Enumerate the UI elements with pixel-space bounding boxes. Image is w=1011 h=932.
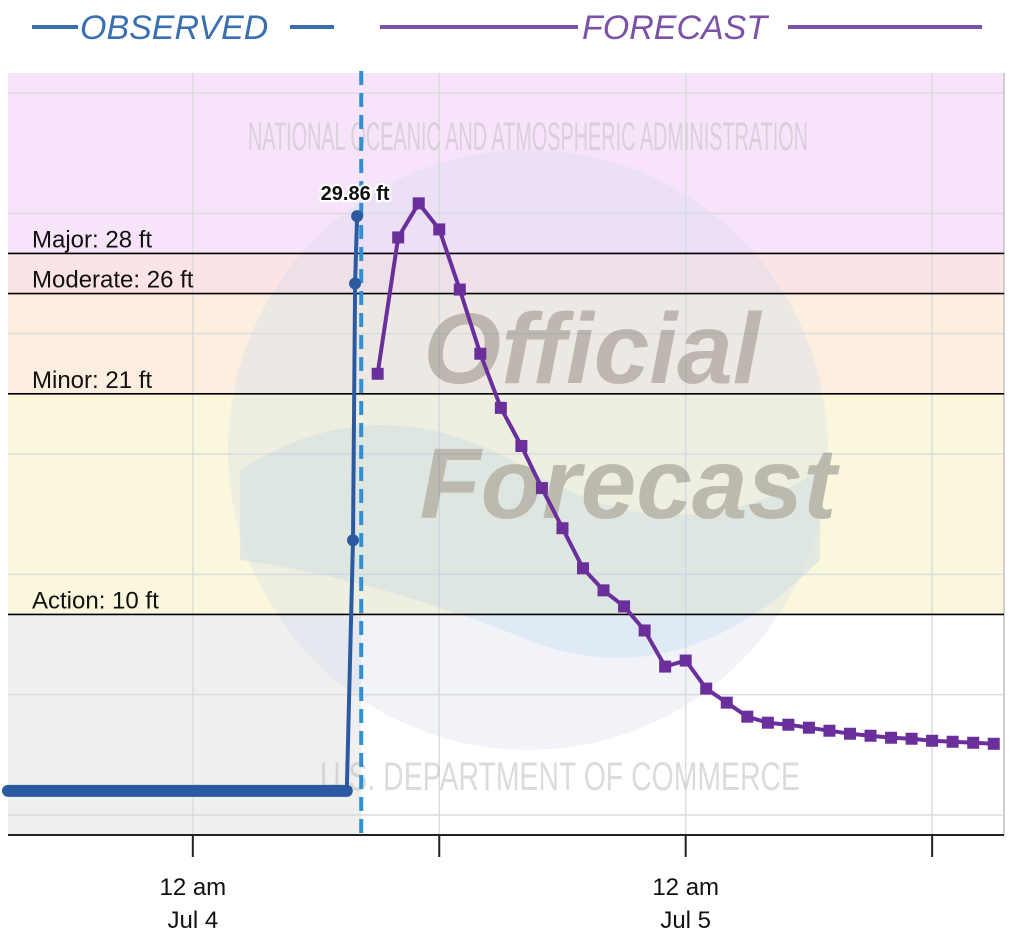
band-minor	[8, 293, 1004, 394]
observed-point	[347, 534, 360, 547]
forecast-point	[453, 283, 466, 296]
forecast-point	[577, 562, 590, 575]
watermark-logo-circle	[228, 150, 828, 750]
observed-point	[349, 277, 362, 290]
x-tick-label-time: 12 am	[652, 874, 719, 901]
forecast-point	[864, 729, 877, 742]
band-major	[8, 73, 1004, 254]
forecast-point	[412, 197, 425, 210]
forecast-point	[597, 584, 610, 597]
watermark-ring-top: NATIONAL OCEANIC AND ATMOSPHERIC ADMINIS…	[248, 115, 808, 159]
forecast-point	[761, 716, 774, 729]
forecast-point	[700, 682, 713, 695]
forecast-point	[720, 696, 733, 709]
watermark-line2: Forecast	[420, 428, 841, 540]
forecast-point	[843, 727, 856, 740]
legend-forecast-label: FORECAST	[582, 9, 769, 47]
flood-thresholds: Action: 10 ft Minor: 21 ft Moderate: 26 ft…	[8, 226, 1004, 616]
forecast-point	[967, 736, 980, 749]
forecast-point	[433, 223, 446, 236]
forecast-point	[885, 731, 898, 744]
forecast-point	[392, 231, 405, 244]
threshold-label-action: Action: 10 ft	[32, 587, 159, 614]
forecast-point	[946, 735, 959, 748]
series-layer	[2, 197, 1000, 797]
peak-annotation: 29.86 ft	[319, 181, 392, 207]
forecast-point	[371, 367, 384, 380]
legend: OBSERVED FORECAST	[32, 9, 982, 47]
forecast-point	[987, 737, 1000, 750]
band-action	[8, 393, 1004, 615]
threshold-label-major: Major: 28 ft	[32, 226, 152, 253]
band-below-action-observed	[8, 614, 362, 835]
x-tick-label-date: Jul 4	[167, 907, 218, 932]
noaa-watermark: NATIONAL OCEANIC AND ATMOSPHERIC ADMINIS…	[228, 115, 840, 799]
forecast-point	[494, 401, 507, 414]
forecast-point	[741, 710, 754, 723]
forecast-point	[515, 439, 528, 452]
forecast-point	[638, 624, 651, 637]
grid-lines	[8, 73, 1005, 835]
observed-point	[351, 210, 364, 223]
band-moderate	[8, 253, 1004, 294]
watermark-ring-bottom: U.S. DEPARTMENT OF COMMERCE	[320, 755, 800, 799]
forecast-point	[535, 482, 548, 495]
forecast-point	[474, 347, 487, 360]
forecast-point	[556, 522, 569, 535]
forecast-point	[926, 734, 939, 747]
x-tick-label-time: 12 am	[159, 874, 226, 901]
forecast-point	[905, 732, 918, 745]
forecast-point	[679, 654, 692, 667]
forecast-point	[659, 660, 672, 673]
threshold-label-moderate: Moderate: 26 ft	[32, 267, 194, 294]
x-tick-label-date: Jul 5	[660, 907, 711, 932]
watermark-line1: Official	[423, 293, 762, 405]
forecast-point	[802, 721, 815, 734]
forecast-point	[823, 724, 836, 737]
forecast-point	[782, 718, 795, 731]
legend-observed-label: OBSERVED	[80, 9, 268, 47]
forecast-point	[618, 600, 631, 613]
threshold-label-minor: Minor: 21 ft	[32, 367, 152, 394]
watermark-logo-gull	[240, 425, 820, 658]
peak-value-label: 29.86 ft	[321, 183, 390, 205]
